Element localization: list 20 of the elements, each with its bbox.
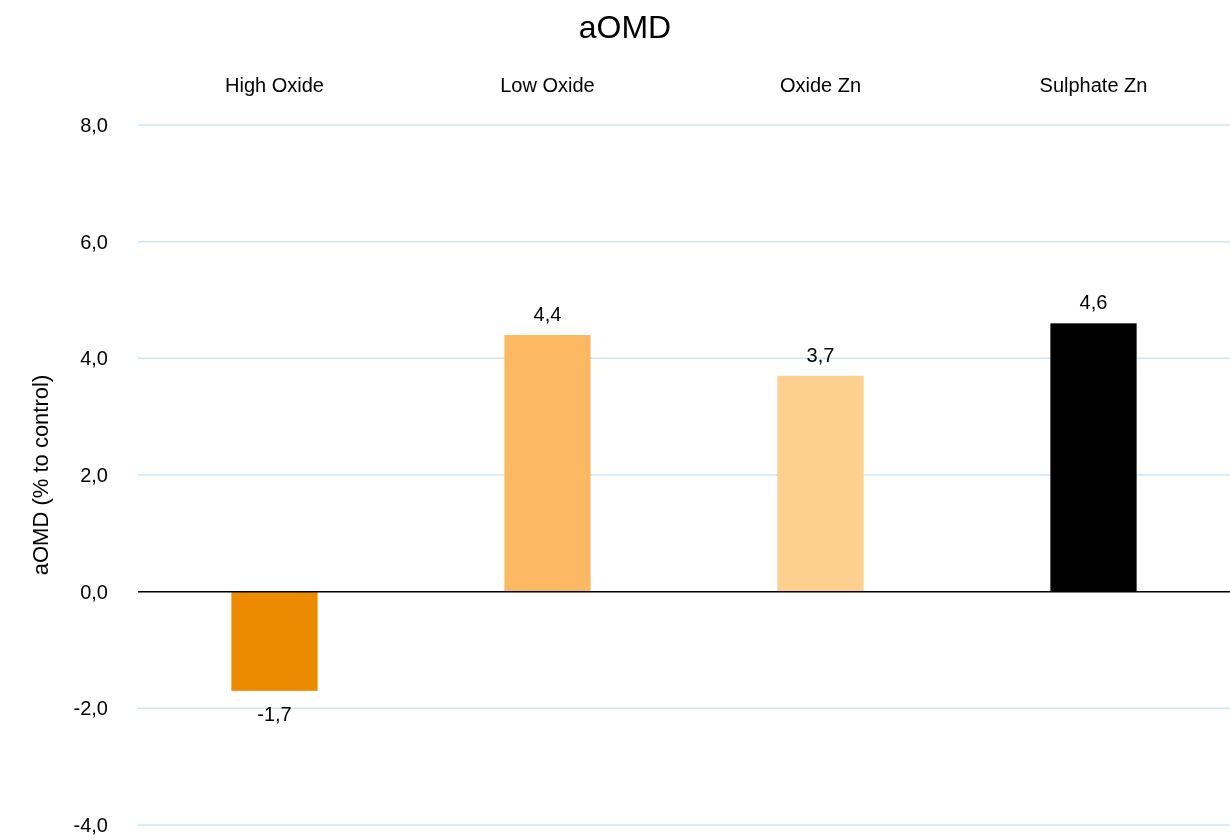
data-label: 3,7 — [806, 343, 835, 366]
y-tick-label: 6,0 — [80, 230, 108, 253]
x-tick-label: Sulphate Zn — [1039, 74, 1148, 96]
chart-title: aOMD — [578, 9, 672, 45]
y-tick-label: 4,0 — [80, 347, 108, 370]
bar — [777, 375, 864, 592]
bar — [504, 335, 591, 592]
y-tick-label: -2,0 — [73, 697, 108, 720]
y-tick-label: -4,0 — [73, 814, 108, 836]
y-tick-label: 2,0 — [80, 464, 108, 486]
y-axis-title: aOMD (% to control) — [28, 374, 53, 576]
y-tick-label: 8,0 — [80, 114, 108, 136]
data-label: 4,4 — [533, 303, 562, 325]
x-tick-label: Oxide Zn — [779, 74, 862, 96]
x-tick-label: High Oxide — [225, 74, 324, 96]
data-label: 4,6 — [1079, 291, 1108, 314]
bar — [231, 591, 318, 691]
y-tick-label: 0,0 — [80, 580, 108, 603]
data-label: -1,7 — [257, 702, 292, 725]
x-tick-label: Low Oxide — [500, 74, 595, 96]
